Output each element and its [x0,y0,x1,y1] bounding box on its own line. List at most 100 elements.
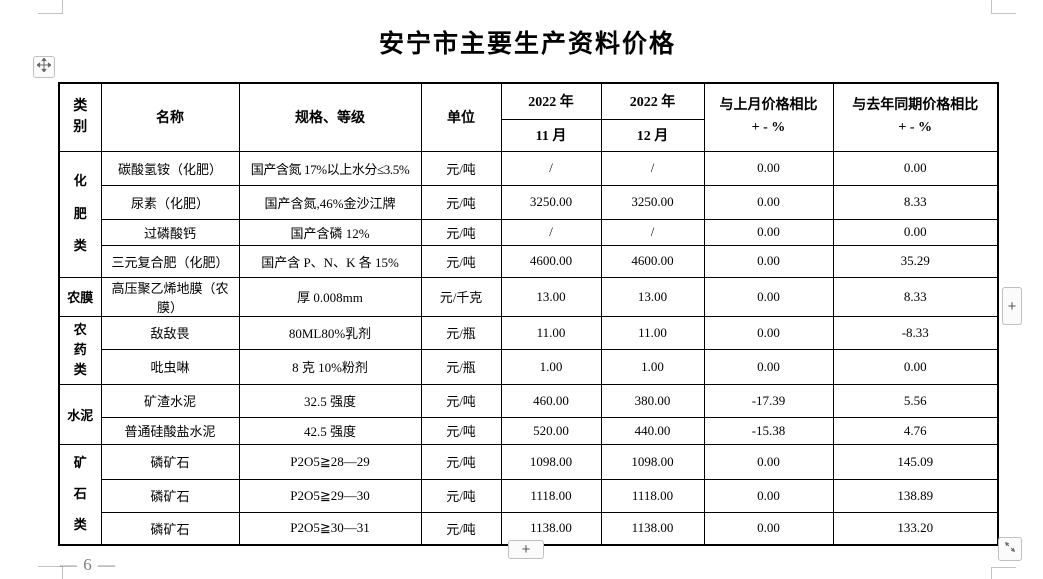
unit-cell[interactable]: 元/瓶 [420,315,502,350]
unit-cell[interactable]: 元/吨 [420,511,502,546]
table-resize-handle[interactable] [998,537,1022,561]
yoy-change-cell[interactable]: -8.33 [832,315,999,350]
nov-price-cell[interactable]: / [500,218,602,246]
name-cell[interactable]: 磷矿石 [100,478,240,513]
table-move-handle[interactable] [33,56,55,78]
category-cell-cement[interactable]: 水泥 [58,383,102,445]
yoy-change-cell[interactable]: 133.20 [832,511,999,546]
yoy-change-cell[interactable]: 8.33 [832,184,999,220]
yoy-change-cell[interactable]: 8.33 [832,276,999,317]
header-vs-last-year[interactable]: 与去年同期价格相比 + - % [832,82,999,152]
spec-cell[interactable]: 国产含 P、N、K 各 15% [238,244,422,278]
dec-price-cell[interactable]: 1098.00 [600,443,705,480]
unit-cell[interactable]: 元/吨 [420,443,502,480]
unit-cell[interactable]: 元/吨 [420,244,502,278]
mom-change-cell[interactable]: 0.00 [703,348,834,385]
header-month-dec[interactable]: 12 月 [600,118,705,152]
mom-change-cell[interactable]: 0.00 [703,478,834,513]
nov-price-cell[interactable]: 1098.00 [500,443,602,480]
yoy-change-cell[interactable]: 35.29 [832,244,999,278]
nov-price-cell[interactable]: 3250.00 [500,184,602,220]
name-cell[interactable]: 磷矿石 [100,511,240,546]
header-unit[interactable]: 单位 [420,82,502,152]
spec-cell[interactable]: P2O5≧29—30 [238,478,422,513]
unit-cell[interactable]: 元/吨 [420,383,502,418]
header-year-nov[interactable]: 2022 年 [500,82,602,120]
header-category[interactable]: 类别 [58,82,102,152]
dec-price-cell[interactable]: 1.00 [600,348,705,385]
header-month-nov[interactable]: 11 月 [500,118,602,152]
spec-cell[interactable]: 32.5 强度 [238,383,422,418]
category-cell-ore[interactable]: 矿石类 [58,443,102,546]
dec-price-cell[interactable]: / [600,150,705,186]
header-spec[interactable]: 规格、等级 [238,82,422,152]
name-cell[interactable]: 矿渣水泥 [100,383,240,418]
dec-price-cell[interactable]: 4600.00 [600,244,705,278]
nov-price-cell[interactable]: 460.00 [500,383,602,418]
unit-cell[interactable]: 元/千克 [420,276,502,317]
spec-cell[interactable]: 42.5 强度 [238,416,422,445]
page-title[interactable]: 安宁市主要生产资料价格 [378,31,676,58]
mom-change-cell[interactable]: 0.00 [703,511,834,546]
insert-row-button[interactable]: + [508,540,544,559]
yoy-change-cell[interactable]: 0.00 [832,150,999,186]
nov-price-cell[interactable]: 1138.00 [500,511,602,546]
spec-cell[interactable]: 80ML80%乳剂 [238,315,422,350]
unit-cell[interactable]: 元/瓶 [420,348,502,385]
dec-price-cell[interactable]: 1138.00 [600,511,705,546]
nov-price-cell[interactable]: 1118.00 [500,478,602,513]
nov-price-cell[interactable]: 13.00 [500,276,602,317]
nov-price-cell[interactable]: 11.00 [500,315,602,350]
mom-change-cell[interactable]: 0.00 [703,276,834,317]
nov-price-cell[interactable]: 1.00 [500,348,602,385]
dec-price-cell[interactable]: / [600,218,705,246]
spec-cell[interactable]: 国产含氮,46%金沙江牌 [238,184,422,220]
nov-price-cell[interactable]: 4600.00 [500,244,602,278]
spec-cell[interactable]: 厚 0.008mm [238,276,422,317]
name-cell[interactable]: 尿素（化肥） [100,184,240,220]
mom-change-cell[interactable]: 0.00 [703,315,834,350]
dec-price-cell[interactable]: 1118.00 [600,478,705,513]
unit-cell[interactable]: 元/吨 [420,150,502,186]
name-cell[interactable]: 高压聚乙烯地膜（农膜） [100,276,240,317]
nov-price-cell[interactable]: / [500,150,602,186]
mom-change-cell[interactable]: 0.00 [703,184,834,220]
dec-price-cell[interactable]: 440.00 [600,416,705,445]
name-cell[interactable]: 碳酸氢铵（化肥） [100,150,240,186]
dec-price-cell[interactable]: 11.00 [600,315,705,350]
dec-price-cell[interactable]: 380.00 [600,383,705,418]
yoy-change-cell[interactable]: 0.00 [832,218,999,246]
nov-price-cell[interactable]: 520.00 [500,416,602,445]
mom-change-cell[interactable]: 0.00 [703,218,834,246]
mom-change-cell[interactable]: 0.00 [703,443,834,480]
category-cell-pesticide[interactable]: 农药类 [58,315,102,385]
header-vs-last-month[interactable]: 与上月价格相比 + - % [703,82,834,152]
yoy-change-cell[interactable]: 4.76 [832,416,999,445]
name-cell[interactable]: 三元复合肥（化肥） [100,244,240,278]
unit-cell[interactable]: 元/吨 [420,478,502,513]
name-cell[interactable]: 磷矿石 [100,443,240,480]
dec-price-cell[interactable]: 3250.00 [600,184,705,220]
mom-change-cell[interactable]: 0.00 [703,150,834,186]
name-cell[interactable]: 敌敌畏 [100,315,240,350]
yoy-change-cell[interactable]: 0.00 [832,348,999,385]
name-cell[interactable]: 吡虫啉 [100,348,240,385]
header-year-dec[interactable]: 2022 年 [600,82,705,120]
name-cell[interactable]: 过磷酸钙 [100,218,240,246]
yoy-change-cell[interactable]: 138.89 [832,478,999,513]
unit-cell[interactable]: 元/吨 [420,416,502,445]
dec-price-cell[interactable]: 13.00 [600,276,705,317]
header-name[interactable]: 名称 [100,82,240,152]
mom-change-cell[interactable]: 0.00 [703,244,834,278]
insert-column-button[interactable]: + [1002,287,1022,325]
spec-cell[interactable]: P2O5≧28—29 [238,443,422,480]
spec-cell[interactable]: P2O5≧30—31 [238,511,422,546]
spec-cell[interactable]: 8 克 10%粉剂 [238,348,422,385]
mom-change-cell[interactable]: -17.39 [703,383,834,418]
yoy-change-cell[interactable]: 5.56 [832,383,999,418]
unit-cell[interactable]: 元/吨 [420,184,502,220]
yoy-change-cell[interactable]: 145.09 [832,443,999,480]
name-cell[interactable]: 普通硅酸盐水泥 [100,416,240,445]
unit-cell[interactable]: 元/吨 [420,218,502,246]
category-cell-film[interactable]: 农膜 [58,276,102,317]
